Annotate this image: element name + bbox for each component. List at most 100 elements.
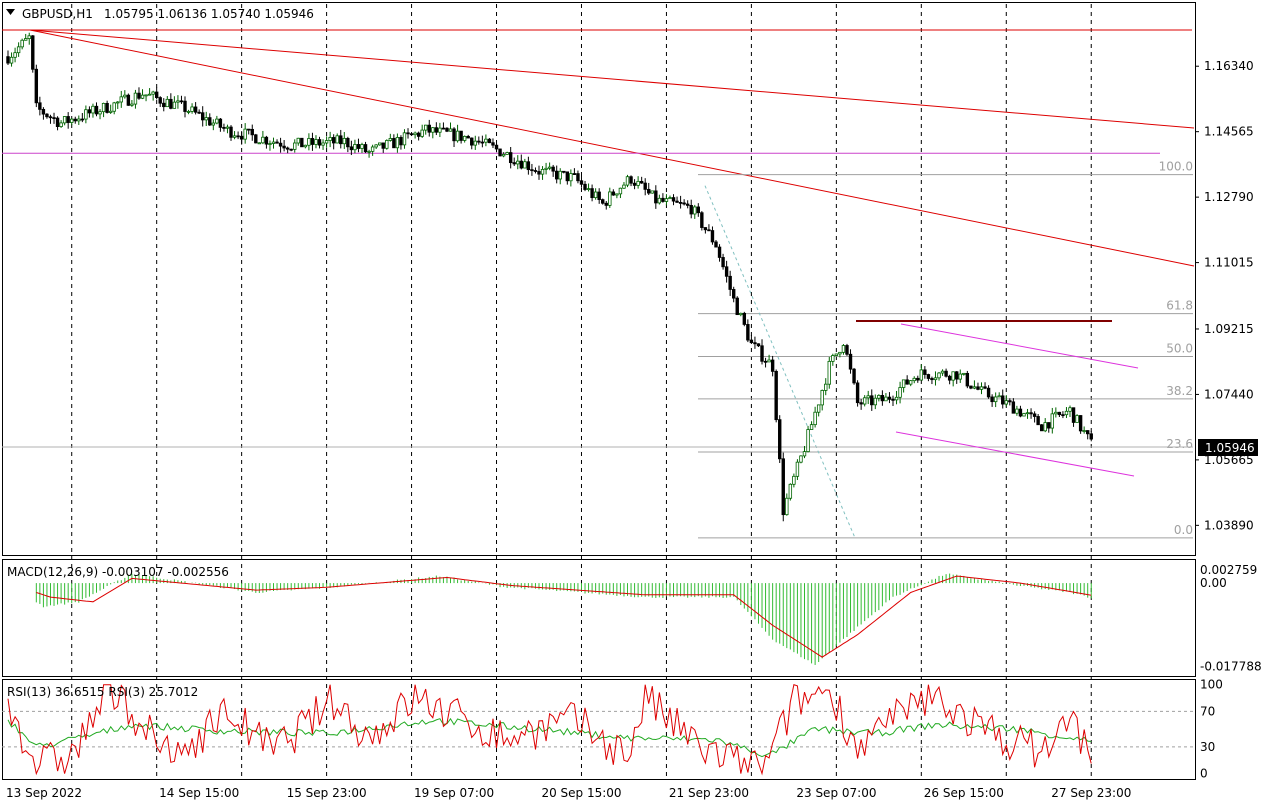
candle-body bbox=[622, 184, 626, 189]
candle-body bbox=[186, 111, 191, 113]
candle-body bbox=[211, 122, 216, 126]
candle-body bbox=[1047, 422, 1051, 429]
macd-signal-line bbox=[36, 575, 1092, 658]
price-panel[interactable] bbox=[2, 2, 1196, 556]
candle-body bbox=[239, 135, 244, 140]
candle-body bbox=[597, 191, 601, 201]
candle-body bbox=[933, 377, 938, 381]
candle-body bbox=[268, 143, 272, 145]
candle-body bbox=[855, 382, 860, 404]
candle-body bbox=[388, 138, 393, 141]
candle-body bbox=[976, 386, 980, 390]
candle-body bbox=[820, 390, 824, 406]
candle-body bbox=[739, 312, 743, 316]
candle-body bbox=[353, 144, 357, 151]
candle-body bbox=[969, 385, 973, 389]
candle-body bbox=[48, 116, 53, 119]
candle-body bbox=[664, 198, 669, 202]
candle-body bbox=[760, 345, 764, 362]
candle-body bbox=[590, 188, 594, 199]
candle-body bbox=[562, 170, 566, 173]
candle-body bbox=[278, 142, 283, 147]
candle-body bbox=[1050, 413, 1054, 429]
candle-body bbox=[45, 113, 49, 118]
candle-body bbox=[951, 371, 955, 381]
channel-lower bbox=[895, 431, 1135, 477]
candle-body bbox=[724, 266, 729, 277]
candle-body bbox=[38, 102, 42, 110]
candle-body bbox=[526, 161, 531, 171]
candle-body bbox=[169, 98, 173, 109]
candle-body bbox=[838, 351, 842, 355]
candle-body bbox=[377, 142, 382, 146]
candle-body bbox=[512, 162, 516, 165]
price-tick-label: 1.05665 bbox=[1204, 453, 1254, 467]
candle-body bbox=[873, 397, 877, 406]
fib-level-label: 38.2 bbox=[1166, 384, 1193, 398]
rsi-tick-label: 70 bbox=[1200, 704, 1215, 718]
candle-body bbox=[940, 370, 945, 374]
candle-body bbox=[569, 173, 573, 182]
rsi-panel[interactable] bbox=[2, 679, 1196, 780]
candle-body bbox=[208, 117, 212, 126]
candle-body bbox=[23, 38, 28, 41]
price-tick-label: 1.03890 bbox=[1204, 518, 1254, 532]
candle-body bbox=[508, 152, 513, 164]
candle-body bbox=[385, 140, 389, 149]
candle-body bbox=[98, 111, 102, 115]
candle-body bbox=[116, 101, 120, 104]
candle-body bbox=[834, 353, 839, 356]
candle-body bbox=[87, 109, 92, 114]
candle-body bbox=[544, 167, 548, 170]
candle-body bbox=[84, 109, 88, 120]
candle-body bbox=[491, 142, 495, 146]
candle-body bbox=[537, 171, 541, 175]
candle-body bbox=[926, 374, 931, 379]
candle-body bbox=[179, 100, 184, 103]
candle-body bbox=[1078, 415, 1083, 432]
candle-body bbox=[448, 128, 453, 132]
candle-body bbox=[363, 144, 368, 153]
candle-body bbox=[898, 387, 902, 398]
candle-body bbox=[197, 111, 201, 114]
macd-title: MACD(12,26,9) -0.003107 -0.002556 bbox=[7, 565, 229, 579]
candle-body bbox=[685, 203, 690, 206]
candle-body bbox=[870, 395, 874, 406]
candle-body bbox=[781, 458, 785, 516]
candle-body bbox=[894, 396, 899, 401]
symbol-dropdown-icon[interactable] bbox=[6, 9, 15, 15]
macd-panel[interactable] bbox=[2, 559, 1196, 677]
candle-body bbox=[682, 202, 686, 205]
candle-body bbox=[746, 324, 750, 341]
candle-body bbox=[767, 359, 771, 363]
candle-body bbox=[1001, 395, 1005, 405]
time-tick-label: 19 Sep 07:00 bbox=[414, 786, 494, 800]
candle-body bbox=[710, 230, 715, 243]
candle-body bbox=[555, 170, 559, 180]
candle-body bbox=[1025, 412, 1030, 415]
rsi-tick-label: 100 bbox=[1200, 678, 1223, 692]
candle-body bbox=[735, 297, 739, 316]
candle-body bbox=[494, 144, 499, 150]
candle-body bbox=[339, 135, 343, 145]
candle-body bbox=[809, 424, 814, 430]
candle-body bbox=[356, 144, 361, 149]
candle-body bbox=[176, 100, 180, 103]
candle-body bbox=[586, 188, 591, 191]
candle-body bbox=[877, 395, 881, 399]
candle-body bbox=[112, 102, 116, 112]
candle-body bbox=[431, 127, 435, 133]
candle-body bbox=[254, 134, 258, 144]
candle-body bbox=[601, 199, 605, 204]
candle-body bbox=[402, 132, 407, 146]
candle-body bbox=[257, 142, 262, 145]
candle-body bbox=[671, 197, 676, 202]
candle-body bbox=[73, 118, 77, 122]
candle-body bbox=[317, 139, 322, 146]
candle-body bbox=[151, 91, 155, 95]
candle-body bbox=[172, 101, 177, 109]
candle-body bbox=[523, 161, 527, 169]
candle-body bbox=[639, 180, 644, 184]
candle-body bbox=[154, 91, 159, 98]
